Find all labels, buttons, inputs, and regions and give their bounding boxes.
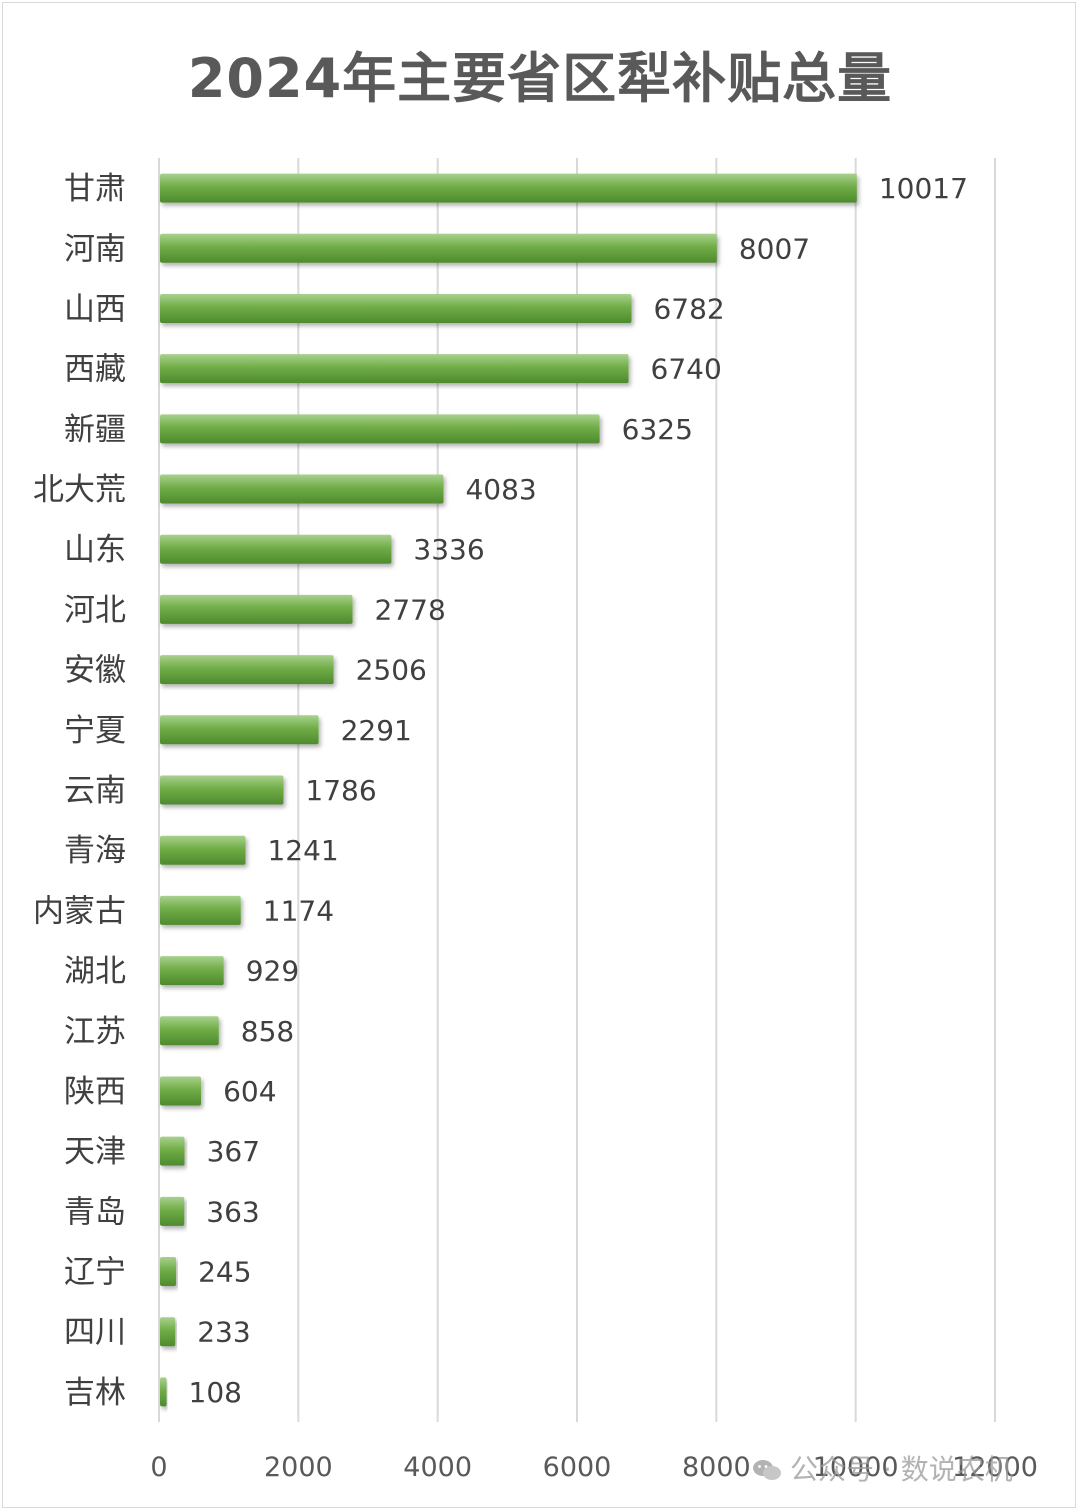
chart-title: 2024年主要省区犁补贴总量 bbox=[187, 47, 893, 110]
data-label: 245 bbox=[198, 1256, 251, 1289]
watermark: 公众号 · 数说农机 bbox=[752, 1448, 1013, 1488]
bar bbox=[160, 1136, 185, 1166]
data-label: 10017 bbox=[879, 172, 968, 205]
bar bbox=[160, 534, 392, 564]
watermark-text: 公众号 · 数说农机 bbox=[790, 1453, 1013, 1486]
data-label: 6782 bbox=[653, 292, 724, 325]
labels: 0 2000 4000 6000 8000 10000 12000 甘肃 10017 河南 8007… bbox=[33, 171, 1038, 1483]
data-label: 929 bbox=[246, 955, 299, 988]
data-label: 858 bbox=[241, 1015, 294, 1048]
bar bbox=[160, 414, 600, 444]
wechat-icon bbox=[752, 1456, 782, 1480]
bar bbox=[160, 1016, 219, 1046]
data-label: 1786 bbox=[305, 774, 376, 807]
data-label: 1174 bbox=[263, 894, 334, 927]
category-label: 山西 bbox=[64, 291, 126, 327]
category-label: 河南 bbox=[64, 231, 126, 267]
bar bbox=[160, 956, 224, 986]
gridlines bbox=[158, 158, 996, 1422]
data-label: 6740 bbox=[651, 353, 722, 386]
bar bbox=[160, 594, 353, 624]
x-tick-label: 6000 bbox=[543, 1452, 612, 1483]
data-label: 6325 bbox=[622, 413, 693, 446]
data-label: 108 bbox=[189, 1376, 242, 1409]
data-label: 367 bbox=[207, 1135, 260, 1168]
x-tick-label: 0 bbox=[150, 1452, 167, 1483]
category-label: 吉林 bbox=[64, 1375, 126, 1411]
category-label: 西藏 bbox=[64, 352, 126, 388]
category-label: 北大荒 bbox=[33, 472, 126, 508]
category-label: 辽宁 bbox=[64, 1255, 126, 1291]
data-label: 2778 bbox=[375, 593, 446, 626]
category-label: 陕西 bbox=[64, 1074, 126, 1110]
category-label: 湖北 bbox=[64, 954, 126, 990]
bar bbox=[160, 233, 717, 263]
bar bbox=[160, 715, 319, 745]
category-label: 甘肃 bbox=[64, 171, 126, 207]
x-tick-label: 2000 bbox=[264, 1452, 333, 1483]
data-label: 2506 bbox=[356, 654, 427, 687]
data-label: 3336 bbox=[413, 533, 484, 566]
data-label: 363 bbox=[206, 1195, 259, 1228]
x-tick-label: 8000 bbox=[682, 1452, 751, 1483]
x-tick-label: 4000 bbox=[403, 1452, 472, 1483]
data-label: 604 bbox=[223, 1075, 276, 1108]
bar bbox=[160, 173, 857, 203]
x-tick-label: 12000 bbox=[952, 1452, 1038, 1483]
bar bbox=[160, 835, 246, 865]
bar bbox=[160, 354, 629, 384]
bar bbox=[160, 655, 334, 685]
category-label: 山东 bbox=[64, 532, 126, 568]
category-label: 新疆 bbox=[64, 412, 126, 448]
category-label: 青岛 bbox=[64, 1194, 126, 1230]
category-label: 云南 bbox=[64, 773, 126, 809]
bar bbox=[160, 474, 444, 504]
bar bbox=[160, 775, 284, 805]
bars bbox=[160, 173, 857, 1407]
bar bbox=[160, 1377, 167, 1407]
bar bbox=[160, 1317, 176, 1347]
category-label: 四川 bbox=[64, 1315, 126, 1351]
data-label: 2291 bbox=[341, 714, 412, 747]
bar bbox=[160, 1076, 202, 1106]
bar bbox=[160, 895, 241, 925]
x-tick-label: 10000 bbox=[813, 1452, 899, 1483]
data-label: 1241 bbox=[267, 834, 338, 867]
category-label: 宁夏 bbox=[64, 713, 126, 749]
bar bbox=[160, 293, 632, 323]
bar bbox=[160, 1196, 185, 1226]
data-label: 233 bbox=[197, 1316, 250, 1349]
data-label: 8007 bbox=[739, 232, 810, 265]
category-label: 天津 bbox=[64, 1134, 126, 1170]
category-label: 河北 bbox=[64, 592, 126, 628]
bar bbox=[160, 1257, 177, 1287]
data-label: 4083 bbox=[465, 473, 536, 506]
category-label: 青海 bbox=[64, 833, 126, 869]
category-label: 内蒙古 bbox=[33, 893, 126, 929]
category-label: 安徽 bbox=[64, 653, 126, 689]
category-label: 江苏 bbox=[64, 1014, 126, 1050]
